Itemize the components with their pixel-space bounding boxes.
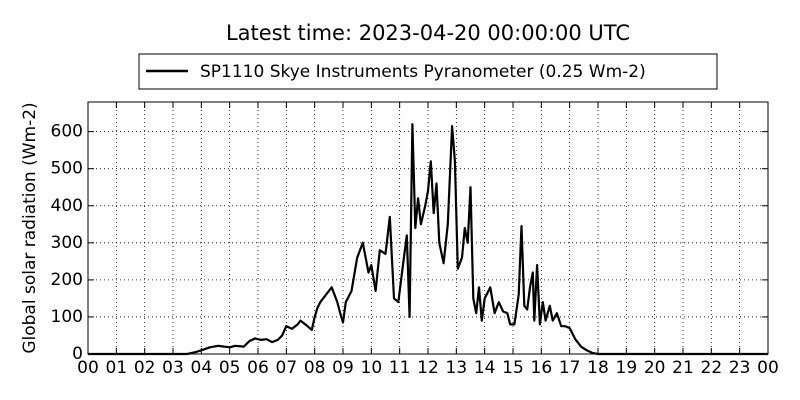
x-tick-label: 02 [134,358,156,378]
x-tick-label: 16 [531,358,553,378]
x-tick-label: 22 [701,358,723,378]
x-tick-label: 20 [644,358,666,378]
x-tick-label: 17 [559,358,581,378]
x-tick-label: 12 [417,358,439,378]
x-tick-label: 15 [502,358,524,378]
legend: SP1110 Skye Instruments Pyranometer (0.2… [138,53,718,90]
x-tick-label: 13 [446,358,468,378]
x-tick-label: 18 [587,358,609,378]
x-tick-label: 08 [304,358,326,378]
data-line [88,123,768,356]
y-tick-label: 600 [51,122,83,142]
y-tick-label: 400 [51,196,83,216]
x-tick-label: 00 [77,358,99,378]
x-tick-label: 03 [162,358,184,378]
x-tick-label: 09 [332,358,354,378]
chart-title: Latest time: 2023-04-20 00:00:00 UTC [226,21,630,45]
x-tick-label: 07 [276,358,298,378]
y-tick-label: 100 [51,307,83,327]
x-tick-label: 23 [729,358,751,378]
x-tick-label: 19 [616,358,638,378]
y-tick-label: 500 [51,159,83,179]
x-tick-label: 05 [219,358,241,378]
x-tick-label: 04 [191,358,213,378]
legend-label: SP1110 Skye Instruments Pyranometer (0.2… [200,62,646,82]
plot-frame [87,101,769,355]
legend-box [138,53,718,90]
x-tick-label: 00 [757,358,779,378]
x-tick-label: 11 [389,358,411,378]
y-axis-label: Global solar radiation (Wm-2) [20,102,40,353]
x-tick-label: 14 [474,358,496,378]
x-tick-label: 01 [106,358,128,378]
x-tick-label: 06 [247,358,269,378]
y-tick-label: 300 [51,233,83,253]
y-tick-label: 0 [72,344,83,364]
x-tick-label: 21 [672,358,694,378]
x-tick-label: 10 [361,358,383,378]
y-tick-label: 200 [51,270,83,290]
